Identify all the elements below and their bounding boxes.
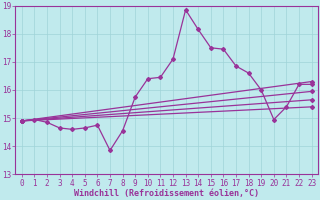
X-axis label: Windchill (Refroidissement éolien,°C): Windchill (Refroidissement éolien,°C) — [74, 189, 259, 198]
